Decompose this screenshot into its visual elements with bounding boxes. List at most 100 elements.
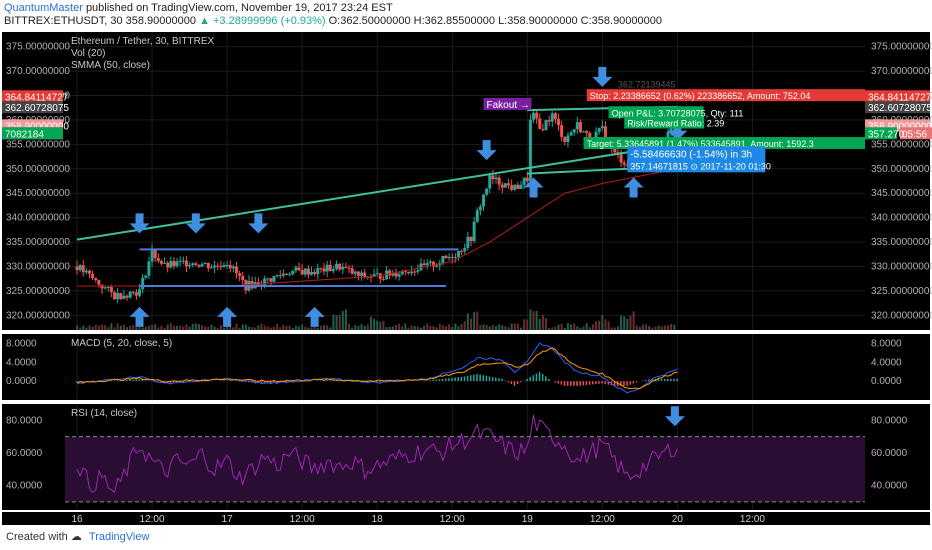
- macd-signal-line: [76, 347, 678, 390]
- macd-histogram-bar: [541, 374, 544, 382]
- macd-histogram-bar: [135, 379, 137, 382]
- risk-reward-label: Risk/Reward Ratio: 2.39: [627, 119, 724, 129]
- volume-bar: [191, 323, 194, 330]
- macd-histogram-bar: [648, 379, 650, 382]
- macd-histogram-bar: [188, 381, 191, 383]
- candle-body: [525, 177, 529, 182]
- macd-line: [76, 342, 678, 394]
- arrow-down-icon: [476, 140, 497, 161]
- volume-bar: [235, 323, 238, 330]
- candle-body: [125, 295, 129, 298]
- candle-body: [507, 183, 511, 186]
- macd-histogram-bar: [545, 376, 547, 382]
- high-value: H:362.85500000: [413, 15, 495, 27]
- candle-body: [147, 261, 151, 276]
- volume-bar: [573, 323, 576, 330]
- macd-histogram-bar: [601, 381, 603, 384]
- macd-histogram-bar: [319, 380, 322, 382]
- volume-bar: [197, 324, 200, 330]
- macd-histogram-bar: [266, 381, 269, 384]
- volume-bar: [269, 327, 272, 330]
- target-label: Target: 5.33645891 (1.47%) 533645891, Am…: [587, 139, 814, 149]
- volume-bar: [398, 323, 401, 330]
- left-rsi-tick-label: 80.0000: [6, 415, 43, 426]
- candle-body: [206, 263, 210, 269]
- macd-tick-label: 0.0000: [871, 376, 902, 387]
- open-pl-label: Open P&L: 3.70728075, Qty: 111: [612, 108, 744, 118]
- time-tick-label: 19: [522, 514, 534, 525]
- left-price-tick-label: 355.00000000: [6, 139, 70, 150]
- candle-body: [291, 270, 295, 275]
- volume-bar: [529, 309, 532, 330]
- volume-bar: [635, 325, 638, 330]
- open-value: O:362.50000000: [328, 15, 411, 27]
- candle-body: [209, 267, 213, 269]
- volume-bar: [182, 326, 185, 330]
- volume-bar: [394, 325, 397, 330]
- volume-bar: [254, 327, 257, 330]
- candle-body: [410, 271, 414, 274]
- macd-histogram-bar: [632, 381, 635, 384]
- volume-bar: [154, 324, 157, 330]
- right-price-label: 362.60728075: [868, 103, 932, 114]
- volume-bar: [351, 327, 354, 330]
- candle-body: [159, 260, 163, 264]
- macd-histogram-bar: [473, 374, 475, 382]
- candle-body: [188, 264, 192, 267]
- candle-body: [156, 257, 160, 261]
- volume-bar: [194, 323, 197, 330]
- volume-bar: [141, 327, 144, 330]
- candle-body: [175, 261, 179, 267]
- candle-body: [441, 255, 445, 264]
- volume-bar: [476, 311, 479, 330]
- candle-body: [300, 269, 304, 275]
- candle-body: [285, 273, 289, 275]
- volume-bar: [97, 325, 100, 330]
- candle-body: [241, 275, 245, 280]
- candle-body: [169, 261, 173, 268]
- macd-histogram-bar: [491, 377, 494, 382]
- volume-bar: [241, 324, 244, 330]
- volume-bar: [535, 310, 538, 330]
- tradingview-logo-icon: ☁: [70, 531, 82, 543]
- macd-histogram-bar: [604, 381, 606, 385]
- chart-canvas[interactable]: 375.00000000 375.00000000 370.00000000 370.…: [0, 30, 932, 525]
- volume-bar: [104, 325, 107, 330]
- volume-bar: [654, 326, 657, 330]
- left-price-tick-label: 340.00000000: [6, 213, 70, 224]
- change-value: ▲ +3.28999996 (+0.93%): [199, 15, 326, 27]
- macd-histogram-bar: [641, 380, 644, 382]
- volume-bar: [298, 326, 301, 330]
- candle-body: [341, 266, 345, 270]
- time-tick-label: 18: [372, 514, 384, 525]
- candle-body: [569, 132, 573, 136]
- volume-bar: [332, 314, 335, 330]
- macd-histogram-bar: [670, 378, 672, 382]
- macd-histogram-bar: [529, 377, 531, 382]
- macd-histogram-bar: [457, 377, 459, 382]
- volume-bar: [607, 321, 610, 330]
- volume-bar: [435, 327, 438, 330]
- macd-histogram-bar: [523, 380, 525, 382]
- candle-body: [582, 131, 586, 133]
- author-link[interactable]: QuantumMaster: [4, 2, 83, 14]
- tradingview-brand[interactable]: TradingView: [88, 531, 150, 543]
- macd-histogram-bar: [485, 375, 488, 382]
- volume-bar: [510, 323, 513, 330]
- volume-bar: [504, 326, 507, 330]
- macd-histogram-bar: [76, 381, 78, 383]
- volume-bar: [341, 311, 344, 330]
- candle-body: [134, 292, 138, 296]
- macd-title: MACD (5, 20, close, 5): [71, 338, 172, 349]
- candle-body: [532, 112, 536, 120]
- volume-bar: [329, 327, 332, 330]
- volume-bar: [451, 326, 454, 330]
- candle-body: [578, 122, 582, 133]
- volume-bar: [176, 325, 179, 330]
- candle-body: [603, 126, 607, 141]
- time-tick-label: 12:00: [590, 514, 615, 525]
- last-price: 358.90000000: [125, 15, 196, 27]
- measure-box: [627, 146, 766, 173]
- volume-bar: [479, 325, 482, 330]
- candle-body: [335, 263, 339, 270]
